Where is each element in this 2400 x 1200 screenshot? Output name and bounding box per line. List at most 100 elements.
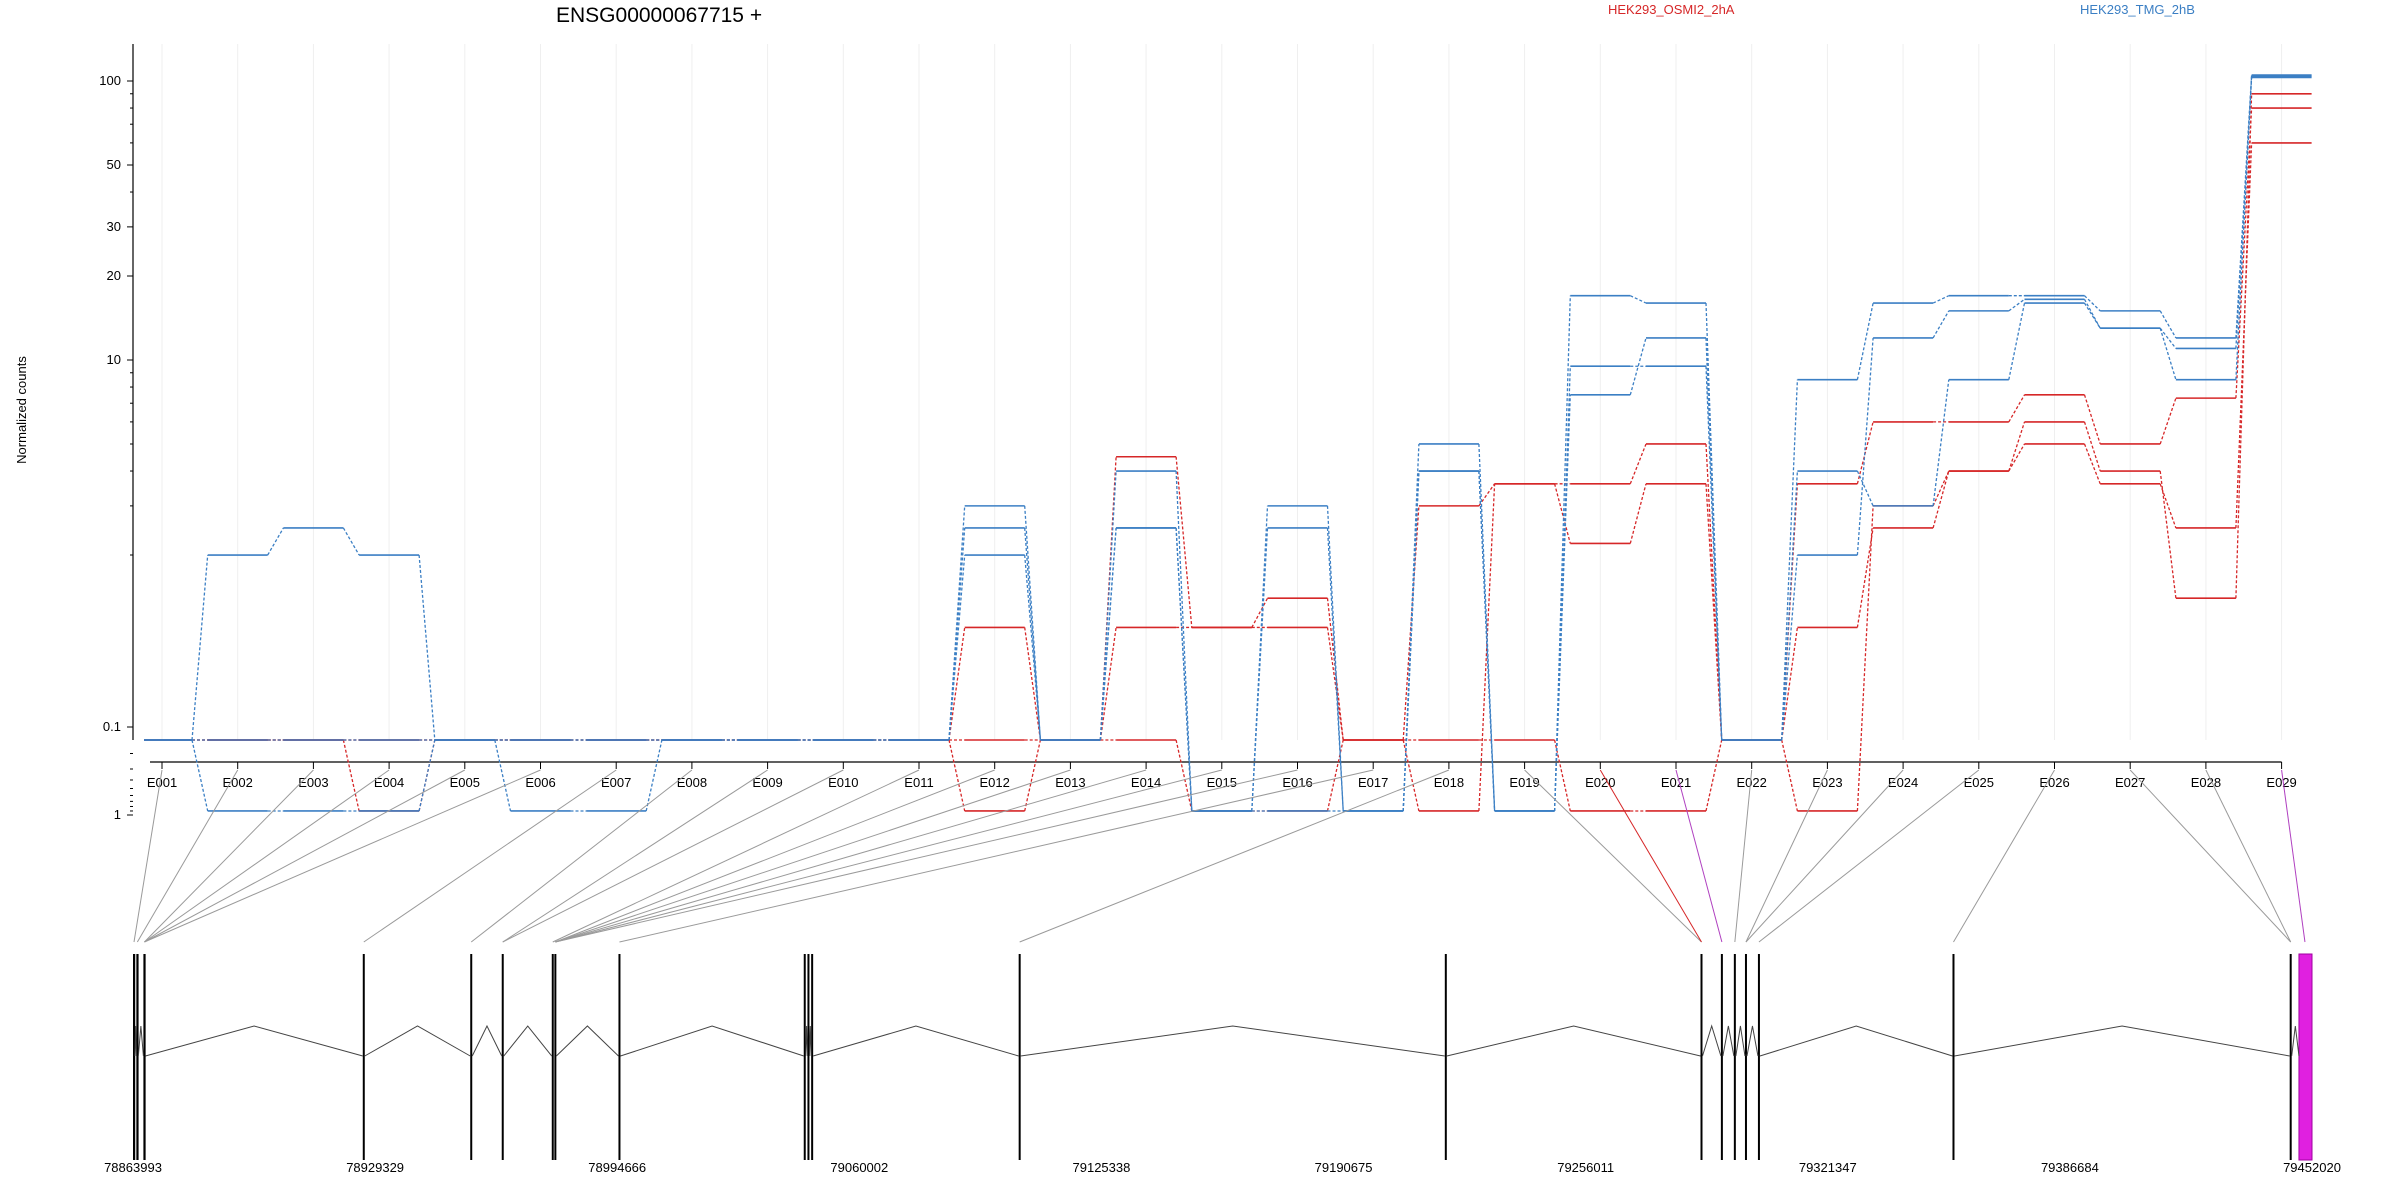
- series-transition: [1781, 379, 1799, 741]
- series-transition: [1024, 527, 1042, 741]
- exon-bar: [551, 954, 554, 1160]
- series-transition: [2159, 310, 2177, 339]
- series-transition: [1705, 739, 1723, 812]
- series-5: [144, 75, 2312, 812]
- series-4: [144, 76, 2312, 812]
- exon-connector: [619, 769, 1374, 943]
- series-transition: [1932, 310, 1950, 339]
- series-transition: [2159, 328, 2177, 380]
- genomic-coordinate-label: 78863993: [104, 1160, 162, 1175]
- series-transition: [1478, 483, 1496, 812]
- series-transition: [2008, 394, 2026, 423]
- exon-bar: [1757, 954, 1760, 1160]
- y-tick-label: 30: [107, 219, 121, 234]
- exon-connector: [144, 769, 541, 943]
- exon-label: E026: [2039, 775, 2069, 790]
- series-transition: [1251, 597, 1269, 628]
- intron-line: [1746, 1025, 1759, 1057]
- exon-bar: [1700, 954, 1703, 1160]
- exon-label: E004: [374, 775, 404, 790]
- series-transition: [2159, 483, 2177, 529]
- exon-label: E021: [1661, 775, 1691, 790]
- exon-label: E010: [828, 775, 858, 790]
- exon-connector: [502, 769, 844, 943]
- exon-connector: [144, 769, 314, 943]
- genomic-coordinate-label: 78929329: [346, 1160, 404, 1175]
- exon-bar-highlight: [2298, 953, 2313, 1161]
- exon-connector: [144, 769, 466, 943]
- series-transition: [1326, 527, 1344, 812]
- exon-label: E014: [1131, 775, 1161, 790]
- exon-connector: [552, 769, 920, 943]
- exon-bar: [554, 954, 557, 1160]
- series-transition: [1402, 505, 1420, 741]
- series-transition: [1781, 470, 1799, 741]
- genomic-coordinate-label: 79060002: [830, 1160, 888, 1175]
- intron-line: [471, 1024, 503, 1057]
- exon-label: E016: [1282, 775, 1312, 790]
- intron-line: [503, 1025, 553, 1057]
- exon-bar: [1444, 954, 1447, 1160]
- exon-connector: [1745, 769, 1904, 943]
- series-transition: [2008, 421, 2026, 472]
- series-transition: [1932, 295, 1950, 304]
- series-transition: [1781, 483, 1799, 741]
- y-tick-label: 20: [107, 268, 121, 283]
- plot-axes: 0.1 1 10 20 30 50 100 E001 E002 E003 E004 E005 E006 E…: [99, 44, 2297, 822]
- series-transition: [1175, 527, 1193, 812]
- series-transition: [2083, 299, 2101, 329]
- series-transition: [1856, 302, 1874, 380]
- intron-line: [2291, 1025, 2300, 1057]
- legend-entry-osmi: HEK293_OSMI2_2hA: [1608, 2, 1735, 17]
- series-transition: [1553, 483, 1571, 544]
- exon-label: E011: [904, 775, 933, 790]
- exon-bar: [1733, 954, 1736, 1160]
- genomic-coordinate-label: 78994666: [588, 1160, 646, 1175]
- series-transition: [2008, 443, 2026, 472]
- genomic-coordinate-label: 79386684: [2041, 1160, 2099, 1175]
- series-transition: [342, 739, 360, 812]
- chart-title: ENSG00000067715 +: [556, 4, 762, 27]
- intron-line: [1020, 1025, 1445, 1057]
- intron-line: [1759, 1025, 1953, 1057]
- exon-bar: [1744, 954, 1747, 1160]
- y-tick-label: 1: [114, 807, 121, 822]
- series-transition: [342, 527, 360, 556]
- series-transition: [2008, 298, 2025, 312]
- series-transition: [1781, 627, 1799, 741]
- exon-connector: [2281, 769, 2306, 943]
- genomic-coordinate-label: 79452020: [2283, 1160, 2341, 1175]
- series-1: [144, 142, 2312, 812]
- exon-bar: [501, 954, 504, 1160]
- exon-label: E005: [450, 775, 480, 790]
- intron-line: [1702, 1024, 1722, 1057]
- exon-connector: [502, 769, 768, 943]
- series-transition: [418, 739, 436, 812]
- exon-connector: [555, 769, 1147, 943]
- series-transition: [1024, 627, 1042, 741]
- exon-connector: [1745, 769, 1828, 943]
- series-transition: [2159, 470, 2177, 599]
- series-transition: [1630, 295, 1647, 304]
- series-transition: [2083, 394, 2101, 445]
- intron-line: [1735, 1025, 1746, 1057]
- series-transition: [2235, 76, 2253, 380]
- y-tick-label: 0.1: [103, 719, 121, 734]
- exon-bar: [136, 954, 139, 1160]
- series-transition: [1251, 527, 1269, 812]
- intron-line: [137, 1025, 144, 1057]
- series-transition: [2083, 443, 2101, 485]
- exon-label: E006: [525, 775, 555, 790]
- series-layer: [144, 74, 2312, 812]
- intron-line: [364, 1025, 471, 1057]
- series-transition: [1856, 527, 1874, 628]
- exon-connector: [555, 769, 1071, 943]
- exon-bar: [618, 954, 621, 1160]
- exon-connector: [555, 769, 995, 943]
- exon-connector: [1599, 769, 1702, 943]
- series-transition: [2235, 93, 2253, 599]
- exon-label: E029: [2266, 775, 2296, 790]
- exon-connector: [2129, 769, 2292, 943]
- y-tick-label: 100: [99, 73, 121, 88]
- series-transition: [1705, 483, 1723, 741]
